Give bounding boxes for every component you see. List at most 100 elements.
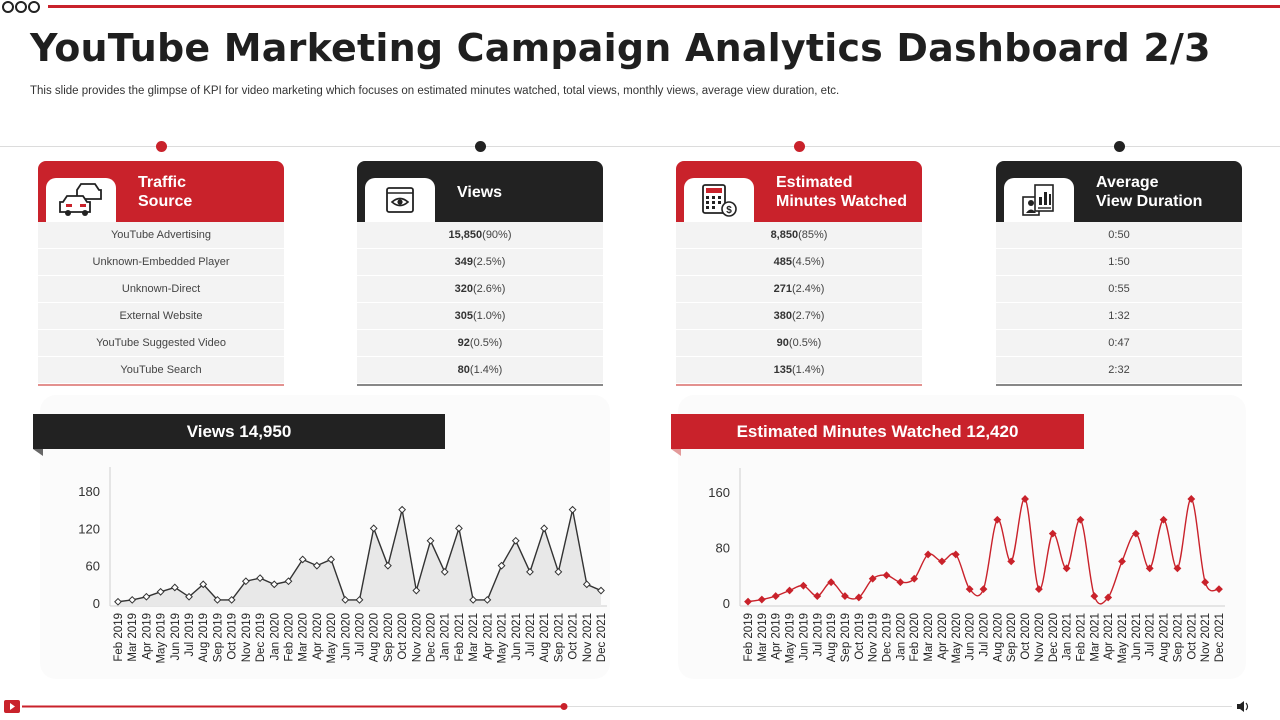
x-tick-label: Oct 2019 [227,613,239,660]
table-row: 1:32 [996,303,1242,330]
card-title: Traffic Source [138,174,193,210]
x-tick-label: Apr 2019 [771,613,783,660]
speaker-icon[interactable] [1237,701,1249,712]
x-tick-label: Feb 2020 [283,613,295,662]
calculator-dollar-icon: $ [702,184,737,217]
table-row: 8,850 (85%) [676,222,922,249]
data-point [114,597,122,606]
data-point [1215,585,1223,594]
x-tick-label: Apr 2021 [482,613,494,660]
card-rows: 8,850 (85%) 485 (4.5%) 271 (2.4%) 380 (2.7%)… [676,222,922,384]
table-row: 92 (0.5%) [357,330,603,357]
x-tick-label: Sep 2019 [212,613,224,662]
x-tick-label: Aug 2021 [1159,613,1171,662]
x-tick-label: May 2021 [1117,613,1129,664]
data-point [540,524,549,533]
x-tick-label: Mar 2021 [1089,613,1101,662]
table-row: 135 (1.4%) [676,357,922,384]
data-point [1090,592,1099,600]
data-point [1201,578,1210,587]
x-tick-label: Jan 2020 [269,613,281,660]
data-point [854,593,863,602]
x-tick-label: Feb 2019 [743,613,755,662]
x-tick-label: Feb 2020 [909,613,921,662]
x-tick-label: Dec 2020 [426,613,438,662]
data-point [483,595,492,604]
dot-icon [2,1,14,13]
data-point [1076,515,1085,524]
data-point [841,592,849,600]
table-row: 2:32 [996,357,1242,384]
table-row: YouTube Search [38,357,284,384]
x-tick-label: Jun 2020 [340,613,352,660]
x-tick-label: Jun 2021 [1131,613,1143,660]
profile-chart-icon [1022,184,1054,216]
card-rows: 15,850 (90%) 349 (2.5%) 320 (2.6%) 305 (1.0%… [357,222,603,384]
table-row: 349 (2.5%) [357,249,603,276]
x-tick-label: Sep 2021 [553,613,565,662]
card-rows: YouTube Advertising Unknown-Embedded Pla… [38,222,284,384]
x-tick-label: Apr 2021 [1103,613,1115,660]
card-traffic-source: Traffic Source YouTube Advertising Unkno… [38,161,284,386]
table-row: 380 (2.7%) [676,303,922,330]
card-rows: 0:50 1:50 0:55 1:32 0:47 2:32 [996,222,1242,384]
cars-icon [59,183,102,216]
data-point [426,536,435,545]
x-tick-label: Jan 2021 [1062,613,1074,660]
series-area [118,509,601,606]
data-point [582,580,591,589]
window-dots [2,1,40,13]
x-tick-label: Jun 2019 [798,613,810,660]
marker-dot [475,141,486,152]
table-row: 0:47 [996,330,1242,357]
data-point [910,574,919,583]
x-tick-label: Nov 2019 [241,613,253,662]
data-point [526,567,534,576]
data-point [455,524,463,533]
x-tick-label: Jul 2021 [525,613,537,656]
x-tick-label: May 2021 [497,613,509,664]
top-accent-line [48,5,1280,8]
top-bar [0,0,1280,14]
x-tick-label: Apr 2020 [312,613,324,660]
data-point [185,592,193,601]
x-tick-label: Nov 2019 [868,613,880,662]
data-point [965,585,974,594]
data-point [951,550,960,559]
x-tick-label: Dec 2019 [255,613,267,662]
data-point [440,567,449,576]
table-row: Unknown-Embedded Player [38,249,284,276]
progress-handle[interactable] [560,703,568,710]
x-tick-label: May 2019 [785,613,797,664]
table-row: 320 (2.6%) [357,276,603,303]
data-point [1104,593,1113,602]
x-tick-label: Apr 2019 [141,613,153,660]
x-tick-label: Nov 2020 [411,613,423,662]
table-row: Unknown-Direct [38,276,284,303]
x-tick-label: May 2020 [326,613,338,664]
data-point [1021,495,1029,503]
data-point [1187,495,1196,503]
x-tick-label: Apr 2020 [937,613,949,660]
x-tick-label: Aug 2020 [992,613,1004,662]
data-point [882,571,891,580]
card-underline [357,384,603,386]
card-header: Average View Duration [996,161,1242,222]
data-point [156,587,165,596]
x-tick-label: Dec 2021 [596,613,608,662]
data-point [1007,557,1016,566]
data-point [256,574,264,583]
data-point [868,574,877,583]
data-point [241,577,250,586]
x-tick-label: Aug 2019 [198,613,210,662]
icon-box: $ [684,178,754,222]
data-point [827,578,836,587]
y-tick-label: 180 [78,484,100,499]
x-tick-label: Sep 2021 [1172,613,1184,662]
data-point [227,595,236,604]
y-tick-label: 0 [723,596,730,611]
data-point [1145,564,1154,573]
data-point [993,515,1002,524]
data-point [270,580,279,589]
table-row: 90 (0.5%) [676,330,922,357]
